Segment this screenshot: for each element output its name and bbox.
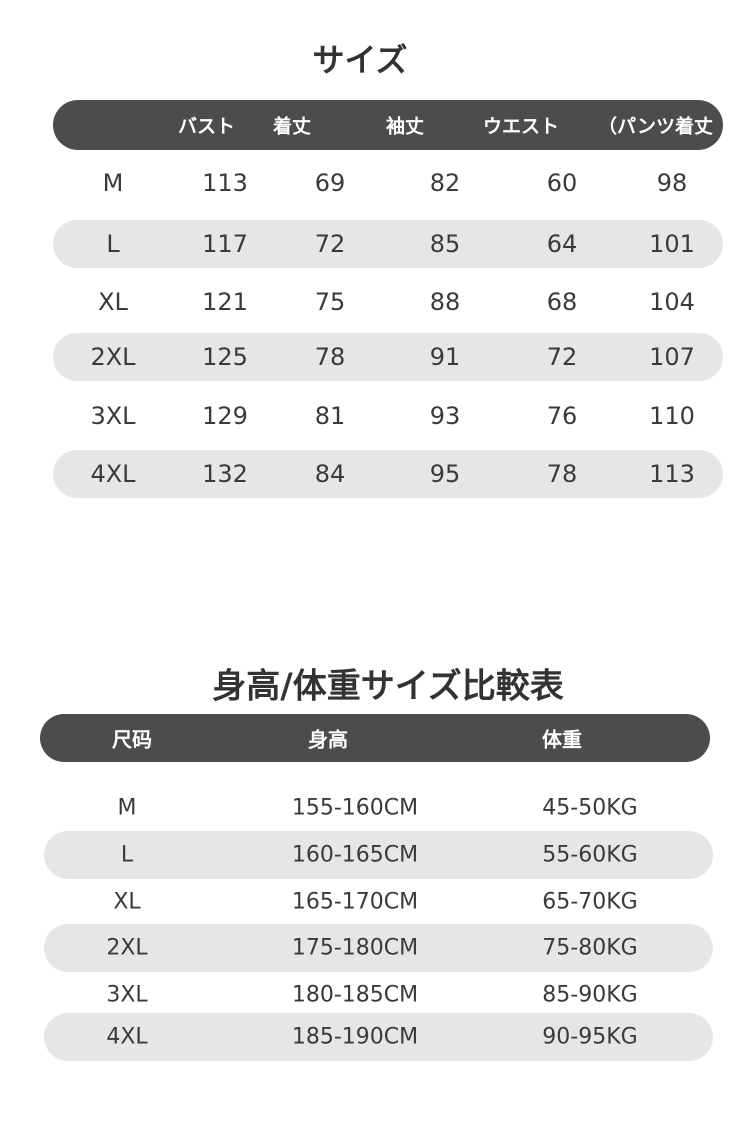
table-cell: 84: [314, 460, 346, 488]
table-cell: 101: [649, 230, 695, 258]
table-cell: 95: [429, 460, 461, 488]
table-cell: 82: [429, 169, 461, 197]
table-cell: 3XL: [106, 982, 148, 1008]
table-cell: L: [120, 842, 134, 868]
table-cell: M: [117, 795, 137, 821]
table-cell: 175-180CM: [291, 935, 419, 961]
table-cell: 155-160CM: [291, 795, 419, 821]
table-cell: 113: [202, 169, 248, 197]
table-cell: 107: [649, 343, 695, 371]
table-cell: 55-60KG: [542, 842, 638, 868]
table-cell: 165-170CM: [291, 889, 419, 915]
row-band: [53, 333, 723, 381]
table-cell: XL: [98, 288, 128, 316]
size-title: サイズ: [312, 41, 408, 79]
table-cell: 129: [202, 402, 248, 430]
table-cell: 93: [429, 402, 461, 430]
table-cell: 4XL: [106, 1024, 148, 1050]
table-cell: 69: [314, 169, 346, 197]
header-cell: バスト: [178, 115, 236, 138]
table-cell: 125: [202, 343, 248, 371]
table-cell: 90-95KG: [542, 1024, 638, 1050]
row-band: [53, 450, 723, 498]
table-cell: 76: [546, 402, 578, 430]
header-cell: 袖丈: [386, 115, 425, 138]
row-band: [44, 1013, 713, 1061]
table-cell: 85-90KG: [542, 982, 638, 1008]
table-cell: 180-185CM: [291, 982, 419, 1008]
table-cell: 72: [314, 230, 346, 258]
table-cell: 91: [429, 343, 461, 371]
table-cell: L: [106, 230, 120, 258]
header-cell: 尺码: [112, 727, 152, 752]
table-cell: 78: [546, 460, 578, 488]
table-cell: 81: [314, 402, 346, 430]
table-cell: 4XL: [90, 460, 136, 488]
table-cell: 121: [202, 288, 248, 316]
table-cell: 104: [649, 288, 695, 316]
table-cell: 78: [314, 343, 346, 371]
header-bar: 尺码 身高 体重: [40, 714, 710, 762]
table-cell: 68: [546, 288, 578, 316]
table-cell: 85: [429, 230, 461, 258]
table-cell: 72: [546, 343, 578, 371]
table-cell: 3XL: [90, 402, 136, 430]
header-cell: 着丈: [273, 115, 312, 138]
table-cell: 75-80KG: [542, 935, 638, 961]
row-band: [53, 220, 723, 268]
header-cell: （パンツ着丈: [598, 115, 713, 138]
table-cell: 65-70KG: [542, 889, 638, 915]
table-cell: 2XL: [106, 935, 148, 961]
table-cell: 88: [429, 288, 461, 316]
table-cell: 160-165CM: [291, 842, 419, 868]
row-band: [44, 924, 713, 972]
compare-title: 身高/体重サイズ比較表: [212, 666, 564, 707]
table-cell: 64: [546, 230, 578, 258]
table-cell: 98: [656, 169, 688, 197]
table-cell: 185-190CM: [291, 1024, 419, 1050]
table-cell: 2XL: [90, 343, 136, 371]
table-cell: XL: [113, 889, 141, 915]
table-cell: 75: [314, 288, 346, 316]
table-cell: M: [102, 169, 124, 197]
table-cell: 113: [649, 460, 695, 488]
table-cell: 45-50KG: [542, 795, 638, 821]
header-cell: 体重: [542, 727, 582, 752]
table-cell: 110: [649, 402, 695, 430]
row-band: [44, 831, 713, 879]
header-cell: ウエスト: [483, 115, 560, 138]
table-cell: 60: [546, 169, 578, 197]
header-cell: 身高: [308, 727, 348, 752]
table-cell: 117: [202, 230, 248, 258]
header-bar: バスト 着丈 袖丈 ウエスト （パンツ着丈: [53, 100, 723, 150]
table-cell: 132: [202, 460, 248, 488]
